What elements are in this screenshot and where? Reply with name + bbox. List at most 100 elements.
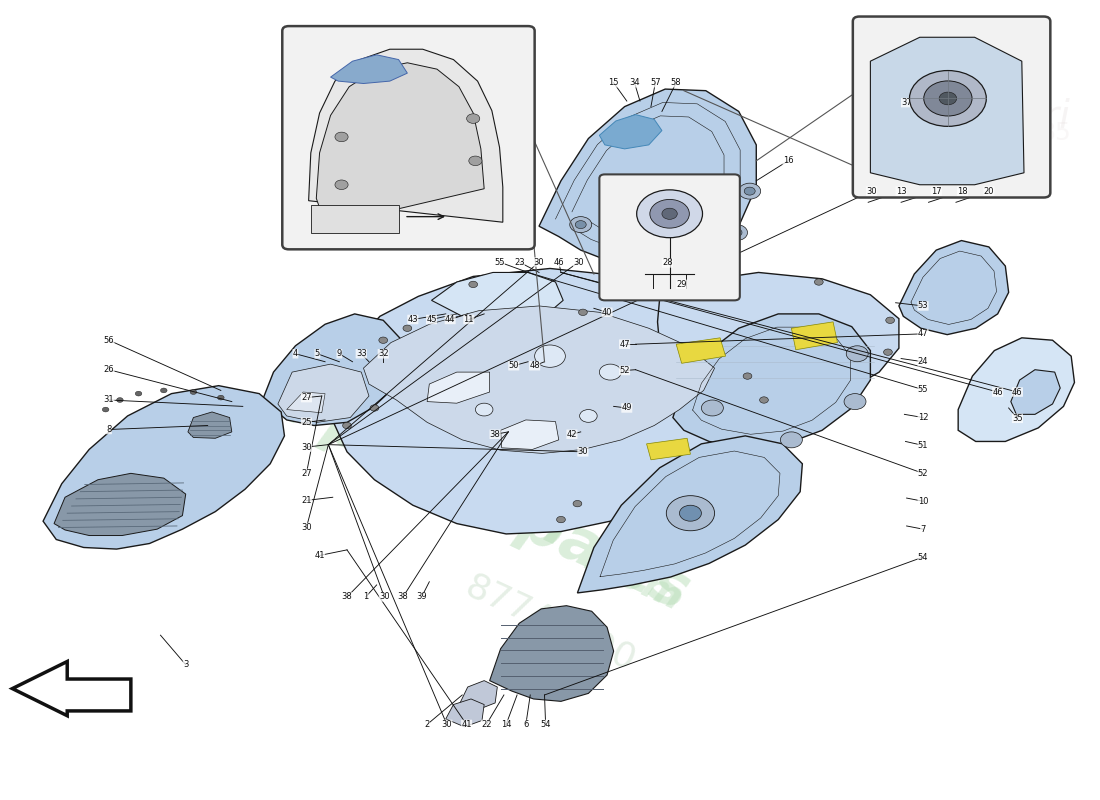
Text: 46: 46 — [553, 258, 564, 266]
Text: 19: 19 — [359, 81, 369, 90]
Polygon shape — [539, 89, 757, 266]
Polygon shape — [363, 306, 715, 454]
Text: 37: 37 — [901, 98, 912, 107]
Polygon shape — [43, 386, 285, 549]
Text: 47: 47 — [619, 340, 630, 349]
Circle shape — [573, 501, 582, 507]
Text: 15: 15 — [608, 78, 619, 87]
Circle shape — [745, 187, 756, 195]
Text: 46: 46 — [1012, 387, 1023, 397]
Polygon shape — [676, 338, 726, 363]
Circle shape — [910, 70, 987, 126]
Text: 27: 27 — [301, 469, 311, 478]
Polygon shape — [278, 364, 368, 422]
Polygon shape — [287, 392, 326, 413]
Text: 1: 1 — [363, 593, 368, 602]
Polygon shape — [500, 420, 559, 450]
Text: 58: 58 — [671, 78, 682, 87]
Text: 25: 25 — [301, 418, 311, 427]
Polygon shape — [1011, 370, 1060, 414]
Text: 54: 54 — [917, 553, 928, 562]
Polygon shape — [870, 38, 1024, 185]
Circle shape — [702, 400, 724, 416]
Text: 4: 4 — [293, 350, 298, 358]
Circle shape — [190, 390, 197, 394]
Polygon shape — [446, 699, 484, 727]
Circle shape — [744, 373, 752, 379]
Polygon shape — [658, 273, 899, 402]
Text: 46: 46 — [992, 387, 1003, 397]
Text: 6: 6 — [524, 720, 528, 729]
Circle shape — [466, 114, 480, 123]
Circle shape — [924, 81, 972, 116]
Text: 41: 41 — [461, 720, 472, 729]
Circle shape — [674, 253, 685, 261]
Circle shape — [650, 199, 690, 228]
Text: 13: 13 — [895, 186, 906, 196]
Text: 41: 41 — [315, 551, 324, 560]
Text: 12: 12 — [917, 413, 928, 422]
Text: 40: 40 — [602, 308, 613, 317]
Text: 39: 39 — [416, 593, 427, 602]
Text: 34: 34 — [629, 78, 640, 87]
Text: a passion: a passion — [257, 368, 579, 559]
Text: 23: 23 — [514, 258, 525, 266]
Text: 16: 16 — [783, 156, 793, 166]
Circle shape — [378, 337, 387, 343]
Circle shape — [334, 132, 348, 142]
Text: 11: 11 — [463, 315, 474, 324]
Text: 57: 57 — [650, 78, 661, 87]
Circle shape — [726, 225, 748, 241]
Text: 32: 32 — [378, 350, 388, 358]
Text: 2: 2 — [425, 720, 430, 729]
Circle shape — [780, 432, 802, 448]
Polygon shape — [427, 372, 490, 403]
Text: 26: 26 — [103, 366, 114, 374]
Polygon shape — [600, 114, 662, 149]
Circle shape — [218, 395, 224, 400]
Polygon shape — [673, 314, 870, 448]
Polygon shape — [12, 662, 131, 716]
Text: 49: 49 — [621, 403, 632, 413]
Polygon shape — [188, 412, 232, 438]
Text: 30: 30 — [866, 186, 877, 196]
Polygon shape — [578, 436, 802, 593]
Text: 3: 3 — [183, 660, 188, 669]
FancyBboxPatch shape — [283, 26, 535, 250]
Text: 30: 30 — [441, 720, 452, 729]
Text: 30: 30 — [573, 258, 584, 266]
Circle shape — [939, 92, 957, 105]
Circle shape — [469, 156, 482, 166]
Text: 50: 50 — [508, 362, 519, 370]
Text: 53: 53 — [917, 302, 928, 310]
Text: 87740300: 87740300 — [460, 569, 640, 678]
Polygon shape — [431, 273, 563, 322]
Text: 33: 33 — [356, 350, 366, 358]
Text: 24: 24 — [917, 358, 928, 366]
Circle shape — [669, 249, 691, 265]
Polygon shape — [331, 55, 407, 83]
Text: 21: 21 — [301, 496, 311, 505]
Text: 9: 9 — [337, 350, 342, 358]
Text: 8: 8 — [107, 425, 111, 434]
Polygon shape — [54, 474, 186, 535]
FancyBboxPatch shape — [600, 174, 740, 300]
Text: 17: 17 — [931, 186, 942, 196]
Text: 22: 22 — [481, 720, 492, 729]
Text: 38: 38 — [342, 593, 352, 602]
Text: 51: 51 — [917, 441, 928, 450]
Text: 35: 35 — [1012, 414, 1023, 423]
Text: 47: 47 — [917, 330, 928, 338]
Circle shape — [370, 405, 378, 411]
Circle shape — [886, 317, 894, 323]
Text: for parts: for parts — [402, 442, 698, 622]
Text: 43: 43 — [407, 315, 418, 324]
Text: 48: 48 — [529, 362, 540, 370]
Circle shape — [637, 190, 703, 238]
Text: 30: 30 — [301, 442, 311, 451]
Polygon shape — [647, 438, 691, 460]
Text: 56: 56 — [103, 336, 114, 345]
Text: 30: 30 — [379, 593, 389, 602]
Circle shape — [579, 309, 587, 315]
Circle shape — [102, 407, 109, 412]
